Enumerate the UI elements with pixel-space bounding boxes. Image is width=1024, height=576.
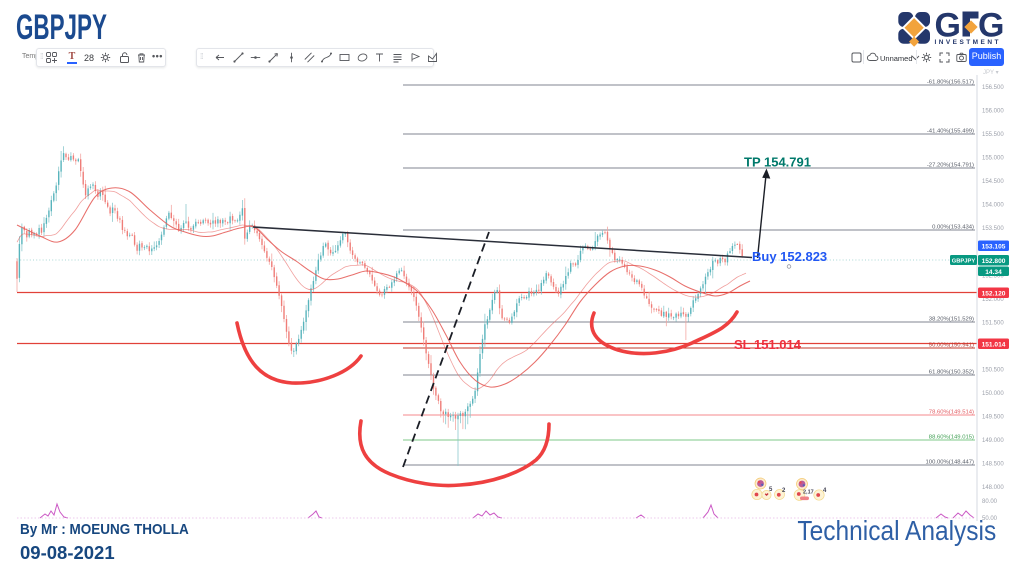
svg-text:152.800: 152.800 (982, 258, 1006, 265)
svg-text:156.000: 156.000 (982, 109, 1004, 115)
svg-text:2: 2 (782, 488, 786, 494)
svg-text:50.00: 50.00 (982, 516, 998, 522)
svg-text:4: 4 (823, 488, 827, 494)
svg-text:Buy 152.823: Buy 152.823 (752, 249, 827, 264)
svg-text:153.105: 153.105 (982, 243, 1006, 250)
svg-text:TP 154.791: TP 154.791 (744, 155, 811, 170)
svg-text:0.00%(153.434): 0.00%(153.434) (932, 225, 974, 231)
svg-text:152.120: 152.120 (982, 290, 1006, 297)
svg-text:G: G (978, 10, 1004, 45)
svg-text:153.500: 153.500 (982, 226, 1004, 232)
svg-text:38.20%(151.529): 38.20%(151.529) (929, 317, 974, 323)
svg-text:-61.80%(156.517): -61.80%(156.517) (927, 80, 974, 86)
svg-text:149.500: 149.500 (982, 415, 1004, 421)
svg-text:150.000: 150.000 (982, 391, 1004, 397)
svg-text:151.500: 151.500 (982, 320, 1004, 326)
svg-text:148.500: 148.500 (982, 462, 1004, 468)
svg-text:INVESTMENT: INVESTMENT (935, 39, 1001, 46)
svg-text:14.34: 14.34 (985, 269, 1002, 276)
svg-text:154.500: 154.500 (982, 179, 1004, 185)
svg-text:80.00: 80.00 (982, 499, 998, 505)
svg-text:151.014: 151.014 (982, 341, 1006, 348)
svg-text:GBPJPY: GBPJPY (952, 259, 976, 265)
svg-text:78.60%(149.514): 78.60%(149.514) (929, 410, 974, 416)
svg-text:152.000: 152.000 (982, 297, 1004, 303)
svg-text:SL 151.014: SL 151.014 (734, 337, 802, 352)
svg-text:88.60%(149.015): 88.60%(149.015) (929, 435, 974, 441)
svg-text:152.500: 152.500 (982, 273, 1004, 279)
svg-text:150.500: 150.500 (982, 368, 1004, 374)
svg-text:156.500: 156.500 (982, 85, 1004, 91)
svg-text:-27.20%(154.791): -27.20%(154.791) (927, 163, 974, 169)
svg-text:61.80%(150.352): 61.80%(150.352) (929, 370, 974, 376)
svg-text:155.000: 155.000 (982, 156, 1004, 162)
svg-text:-41.40%(155.499): -41.40%(155.499) (927, 129, 974, 135)
svg-text:155.500: 155.500 (982, 132, 1004, 138)
svg-text:5: 5 (769, 487, 773, 493)
svg-text:G: G (935, 10, 961, 45)
svg-text:50.00%(150.941): 50.00%(150.941) (929, 343, 974, 349)
svg-text:148.000: 148.000 (982, 485, 1004, 491)
svg-text:100.00%(148.447): 100.00%(148.447) (926, 460, 975, 466)
svg-text:2,17: 2,17 (803, 490, 814, 496)
svg-text:149.000: 149.000 (982, 438, 1004, 444)
svg-text:154.000: 154.000 (982, 203, 1004, 209)
